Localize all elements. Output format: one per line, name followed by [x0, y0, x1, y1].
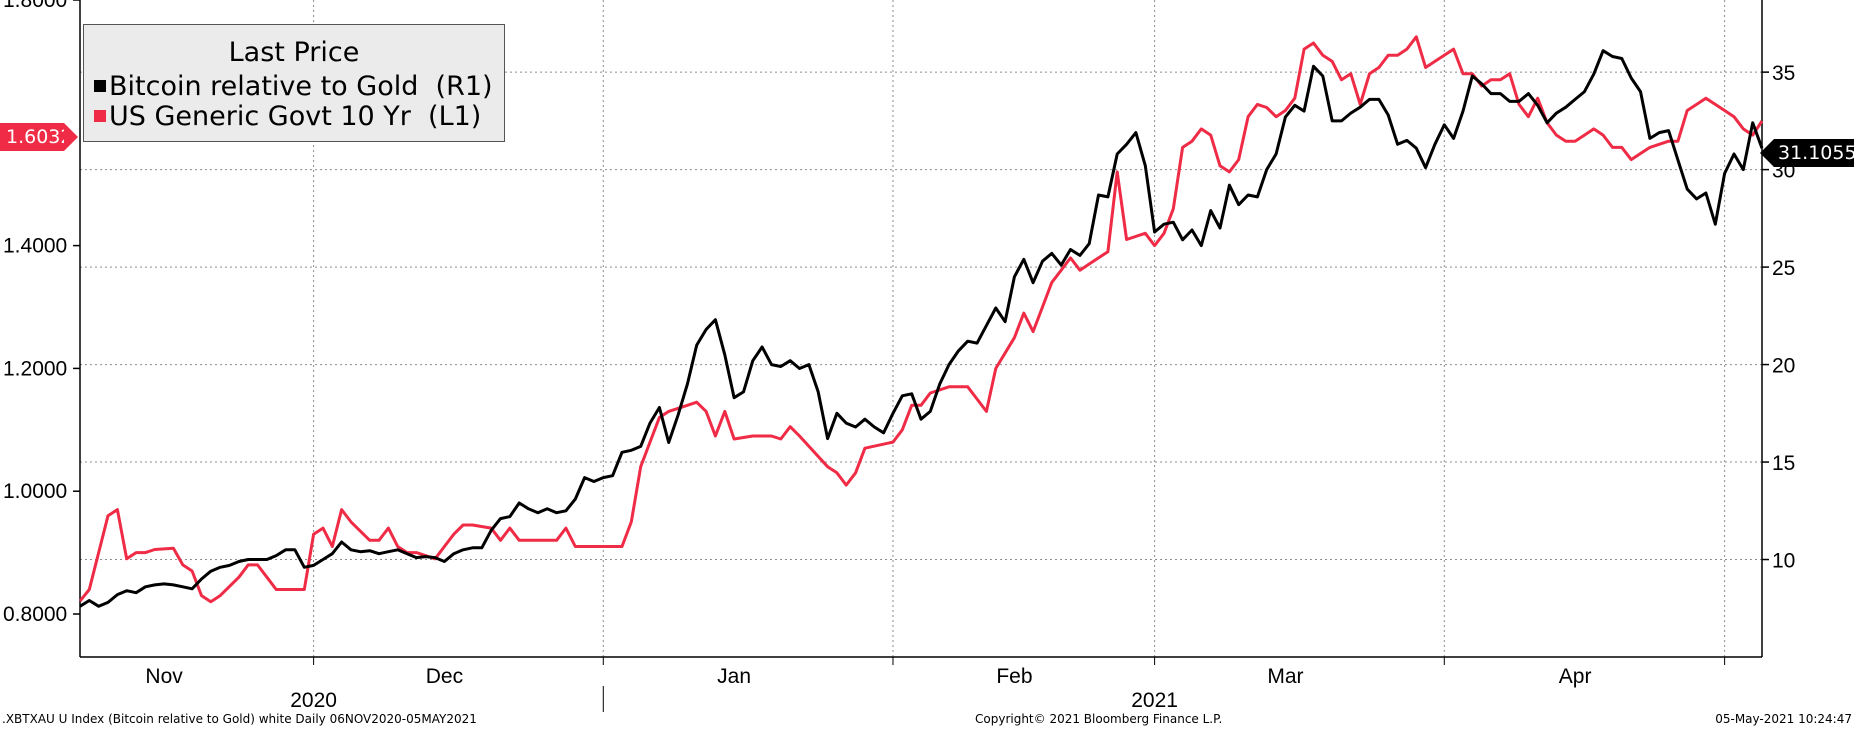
left-axis-tick-label: 1.8000: [3, 0, 67, 12]
last-value-tag-right: 31.1055: [1760, 139, 1854, 167]
left-axis-tick-label: 1.2000: [3, 357, 67, 380]
series-line-us10y: [78, 35, 1764, 604]
footer: .XBTXAU U Index (Bitcoin relative to Gol…: [2, 712, 1852, 726]
legend-entry-us10y: US Generic Govt 10 Yr (L1): [94, 101, 481, 132]
series: [78, 35, 1764, 608]
right-axis-tick-label: 10: [1772, 550, 1795, 573]
x-axis-year-label: 2021: [1131, 689, 1178, 712]
left-axis-tick-label: 1.0000: [3, 480, 67, 503]
last-value-tag-left: 1.6032: [0, 123, 78, 151]
last-value-left: 1.6032: [6, 126, 73, 148]
x-axis-month-label: Apr: [1559, 665, 1592, 688]
right-axis-tick-label: 35: [1772, 62, 1795, 85]
x-axis-month-label: Nov: [145, 665, 183, 688]
legend-swatch-black: [94, 80, 106, 92]
legend-swatch-red: [94, 110, 106, 122]
legend-label-us10y: US Generic Govt 10 Yr (L1): [109, 101, 482, 132]
x-axis-month-label: Feb: [996, 665, 1032, 688]
legend: Last Price Bitcoin relative to Gold (R1)…: [83, 24, 505, 142]
legend-entry-bitcoin: Bitcoin relative to Gold (R1): [94, 71, 493, 102]
x-axis-month-label: Mar: [1267, 665, 1303, 688]
left-axis-tick-label: 0.8000: [3, 603, 67, 626]
series-line-bitcoin-gold: [79, 49, 1764, 608]
right-axis-tick-label: 15: [1772, 452, 1795, 475]
right-axis-tick-label: 20: [1772, 355, 1795, 378]
left-axis-tick-label: 1.4000: [3, 235, 67, 258]
legend-title: Last Price: [228, 37, 360, 68]
footer-left: .XBTXAU U Index (Bitcoin relative to Gol…: [2, 712, 477, 726]
footer-right: 05-May-2021 10:24:47: [1715, 712, 1852, 726]
x-axis-month-label: Dec: [426, 665, 463, 688]
right-axis-tick-label: 25: [1772, 257, 1795, 280]
footer-center: Copyright© 2021 Bloomberg Finance L.P.: [975, 712, 1222, 726]
axes: [73, 0, 1769, 712]
legend-label-bitcoin: Bitcoin relative to Gold (R1): [109, 71, 493, 102]
last-value-right: 31.1055: [1778, 142, 1854, 164]
x-axis-month-label: Jan: [717, 665, 751, 688]
x-axis-year-label: 2020: [290, 689, 337, 712]
tick-labels: 0.80001.00001.20001.40001.80001015202530…: [3, 0, 1795, 712]
